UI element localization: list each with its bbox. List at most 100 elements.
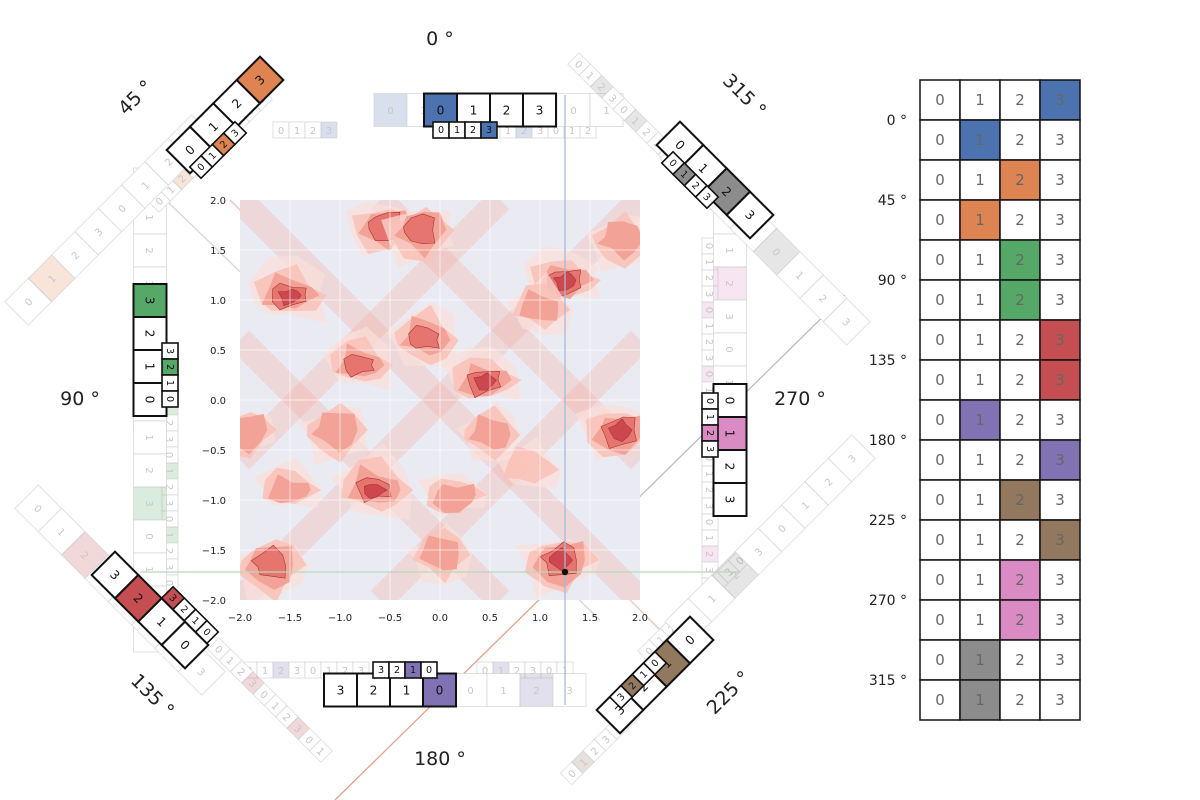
- ghost-cell-value: 2: [310, 126, 316, 137]
- table-cell-value: 3: [1055, 131, 1065, 149]
- y-tick-label: 1.5: [210, 246, 226, 257]
- scale-cell-value: 1: [410, 665, 416, 676]
- ghost-cell-value: 3: [703, 503, 714, 509]
- table-cell: [919, 639, 961, 681]
- table-cell-value: 2: [1015, 131, 1025, 149]
- table-cell: [959, 599, 1001, 641]
- table-cell-value: 1: [975, 171, 985, 189]
- table-cell-value: 3: [1055, 451, 1065, 469]
- ghost-cell-value: 0: [163, 580, 174, 586]
- table-row: 0 1 2 3: [919, 599, 1081, 641]
- ghost-cell-value: 1: [498, 666, 504, 677]
- table-cell-value: 1: [975, 691, 985, 709]
- ghost-cell-value: 3: [163, 500, 174, 506]
- ghost-cell-value: 3: [143, 500, 154, 506]
- angle-label-0: 0 °: [426, 28, 454, 50]
- ghost-cell-value: 1: [294, 126, 300, 137]
- ghost-cell-value: 1: [143, 434, 154, 440]
- angle-label-135: 135 °: [126, 670, 178, 722]
- table-cell-value: 3: [1055, 211, 1065, 229]
- table-cell: [999, 279, 1041, 321]
- ghost-cell-value: 2: [163, 420, 174, 426]
- y-tick-label: −1.0: [202, 496, 226, 507]
- scale-cell: [222, 120, 248, 146]
- ghost-cell-value: 1: [505, 126, 511, 137]
- ghost-cell-value: 0: [703, 371, 714, 377]
- table-cell-value: 1: [975, 211, 985, 229]
- ghost-cell-value: 1: [262, 666, 268, 677]
- scale-cell-value: 3: [378, 665, 384, 676]
- compass-strip-0: 0 1 2 3: [423, 92, 557, 128]
- angle-label-315: 315 °: [718, 70, 770, 122]
- ghost-cell-value: 2: [703, 275, 714, 281]
- angle-label-180: 180 °: [414, 748, 466, 770]
- scale-cell-value: 0: [426, 665, 432, 676]
- table-cell: [999, 639, 1041, 681]
- heat-contour: [343, 353, 375, 378]
- table-cell-value: 1: [975, 491, 985, 509]
- scale-cell: [701, 440, 719, 458]
- ghost-cell-value: 2: [585, 126, 591, 137]
- ghost-cell-value: 3: [530, 666, 536, 677]
- table-cell: [1039, 319, 1081, 361]
- ghost-cell: [519, 673, 554, 707]
- ghost-cell-value: 1: [326, 666, 332, 677]
- ghost-cell-value: 1: [143, 214, 154, 220]
- table-cell: [959, 279, 1001, 321]
- ghost-cell-value: 1: [703, 535, 714, 541]
- scale-cell-value: 0: [164, 396, 175, 402]
- ghost-cell-value: 0: [703, 455, 714, 461]
- x-tick-label: 0.5: [482, 613, 498, 624]
- table-cell: [999, 119, 1041, 161]
- table-row-label: 90 °: [878, 273, 907, 289]
- scale-cell: [480, 121, 498, 139]
- y-tick-label: −0.5: [202, 446, 226, 457]
- scale-cell: [161, 390, 179, 408]
- table-cell: [919, 239, 961, 281]
- table-cell: [919, 199, 961, 241]
- ghost-cell-value: 0: [310, 666, 316, 677]
- table-cell-value: 3: [1055, 571, 1065, 589]
- table-cell: [1039, 119, 1081, 161]
- scale-cell-value: 3: [486, 125, 492, 136]
- scale-cell-value: 1: [454, 125, 460, 136]
- scale-strip-270: 0 1 2 3: [701, 392, 719, 458]
- heatmap-crosshair: [140, 95, 740, 705]
- ghost-cell-value: 0: [546, 666, 552, 677]
- table-cell-value: 2: [1015, 171, 1025, 189]
- heat-contour: [597, 221, 640, 261]
- heatmap-plot: [240, 200, 640, 600]
- strip-cell-value: 2: [503, 103, 511, 117]
- table-cell-value: 2: [1015, 611, 1025, 629]
- scale-cell-value: 1: [164, 380, 175, 386]
- ghost-cell-value: 2: [521, 126, 527, 137]
- table-cell-value: 2: [1015, 691, 1025, 709]
- table-cell-value: 2: [1015, 91, 1025, 109]
- scale-cell-value: 2: [394, 665, 400, 676]
- scale-cell: [420, 661, 438, 679]
- ghost-cell: [373, 93, 408, 127]
- table-cell: [1039, 239, 1081, 281]
- table-cell-value: 2: [1015, 451, 1025, 469]
- scale-cell-value: 3: [704, 446, 715, 452]
- ghost-cell-value: 2: [703, 551, 714, 557]
- strip-cell: [522, 92, 557, 128]
- table-cell: [1039, 159, 1081, 201]
- table-cell: [1039, 679, 1081, 721]
- strip-cell: [665, 615, 715, 665]
- heat-contour: [519, 289, 559, 321]
- strip-cell-value: 0: [437, 103, 445, 117]
- table-cell: [1039, 199, 1081, 241]
- table-cell-value: 1: [975, 451, 985, 469]
- table-cell-value: 2: [1015, 531, 1025, 549]
- table-cell-value: 2: [1015, 331, 1025, 349]
- y-tick-label: −2.0: [202, 596, 226, 607]
- table-cell-value: 1: [975, 131, 985, 149]
- table-cell-value: 0: [935, 291, 945, 309]
- x-tick-label: −2.0: [228, 613, 252, 624]
- ghost-cell-value: 1: [163, 468, 174, 474]
- table-cell-value: 1: [975, 251, 985, 269]
- table-cell: [1039, 559, 1081, 601]
